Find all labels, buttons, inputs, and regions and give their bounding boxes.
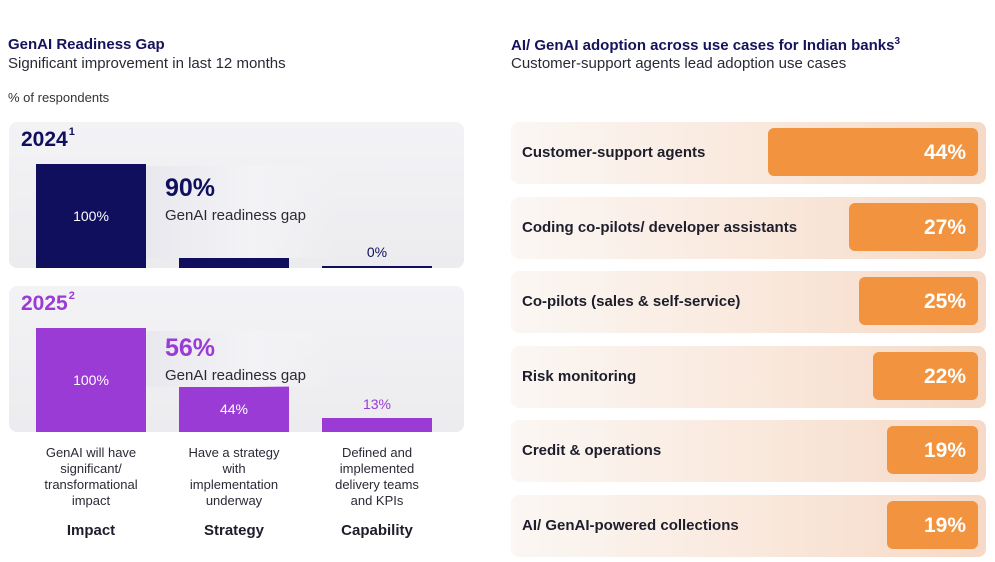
- right-chart-subtitle: Customer-support agents lead adoption us…: [511, 55, 847, 72]
- use-case-label: Customer-support agents: [522, 144, 706, 161]
- gap-value-2024: 90%: [165, 174, 216, 202]
- use-case-bar: [873, 352, 978, 400]
- use-case-value: 25%: [923, 290, 966, 313]
- use-case-label: AI/ GenAI-powered collections: [522, 517, 739, 534]
- year-2024-label: 20241: [21, 126, 75, 151]
- use-case-row: Credit & operations 19%: [511, 420, 986, 482]
- right-chart-title-sup: 3: [894, 36, 900, 47]
- use-case-label: Credit & operations: [522, 442, 662, 459]
- left-chart-subtitle: Significant improvement in last 12 month…: [8, 55, 286, 72]
- use-case-label: Risk monitoring: [522, 368, 637, 385]
- use-case-bar: [768, 128, 978, 176]
- gap-label-2025: GenAI readiness gap: [165, 367, 306, 384]
- bar-label-2025-impact: 100%: [73, 372, 109, 388]
- category-desc-impact: GenAI will have significant/transformatio…: [44, 445, 138, 508]
- unit-label: % of respondents: [8, 90, 110, 105]
- use-case-value: 19%: [923, 514, 966, 537]
- gap-box-2025: [146, 331, 336, 387]
- gap-label-2024: GenAI readiness gap: [165, 207, 306, 224]
- use-case-value: 19%: [923, 439, 966, 462]
- right-chart-title: AI/ GenAI adoption across use cases for …: [511, 36, 900, 54]
- use-case-bar: [859, 277, 978, 325]
- use-case-row: Coding co-pilots/ developer assistants 27…: [511, 197, 986, 259]
- bar-2024-impact: [36, 164, 146, 268]
- bar-label-2025-strategy: 44%: [219, 401, 249, 417]
- use-case-bar: [887, 501, 978, 549]
- gap-box-2024: [146, 166, 336, 258]
- use-case-value: 44%: [923, 141, 966, 164]
- bar-2025-impact: [36, 328, 146, 432]
- use-case-row: Risk monitoring 22%: [511, 346, 986, 408]
- use-case-row: AI/ GenAI-powered collections 19%: [511, 495, 986, 557]
- use-case-row: Customer-support agents 44%: [511, 122, 986, 184]
- left-chart-title: GenAI Readiness Gap: [8, 36, 165, 53]
- use-case-value: 27%: [923, 216, 966, 239]
- use-case-label: Coding co-pilots/ developer assistants: [522, 219, 798, 236]
- use-case-value: 22%: [923, 365, 966, 388]
- use-case-row: Co-pilots (sales & self-service) 25%: [511, 271, 986, 333]
- use-case-label: Co-pilots (sales & self-service): [522, 293, 741, 310]
- category-desc-strategy: Have a strategy with implementation underwa…: [188, 445, 280, 508]
- bar-label-2024-impact: 100%: [73, 208, 109, 224]
- bar-label-2025-capability: 13%: [362, 396, 392, 412]
- bar-label-2024-capability: 0%: [366, 244, 388, 260]
- year-2025-label: 20252: [21, 290, 75, 315]
- bar-2024-capability: [322, 266, 432, 268]
- use-case-bar: [849, 203, 978, 251]
- gap-value-2025: 56%: [165, 334, 216, 362]
- category-name-impact: Impact: [66, 522, 116, 539]
- use-case-bar: [887, 426, 978, 474]
- bar-2024-strategy: [179, 258, 289, 268]
- category-name-strategy: Strategy: [203, 522, 265, 539]
- bar-2025-strategy: [179, 386, 289, 432]
- category-desc-capability: Defined and implemented delivery teams and …: [335, 445, 419, 508]
- category-name-capability: Capability: [341, 522, 413, 539]
- bar-2025-capability: [322, 418, 432, 432]
